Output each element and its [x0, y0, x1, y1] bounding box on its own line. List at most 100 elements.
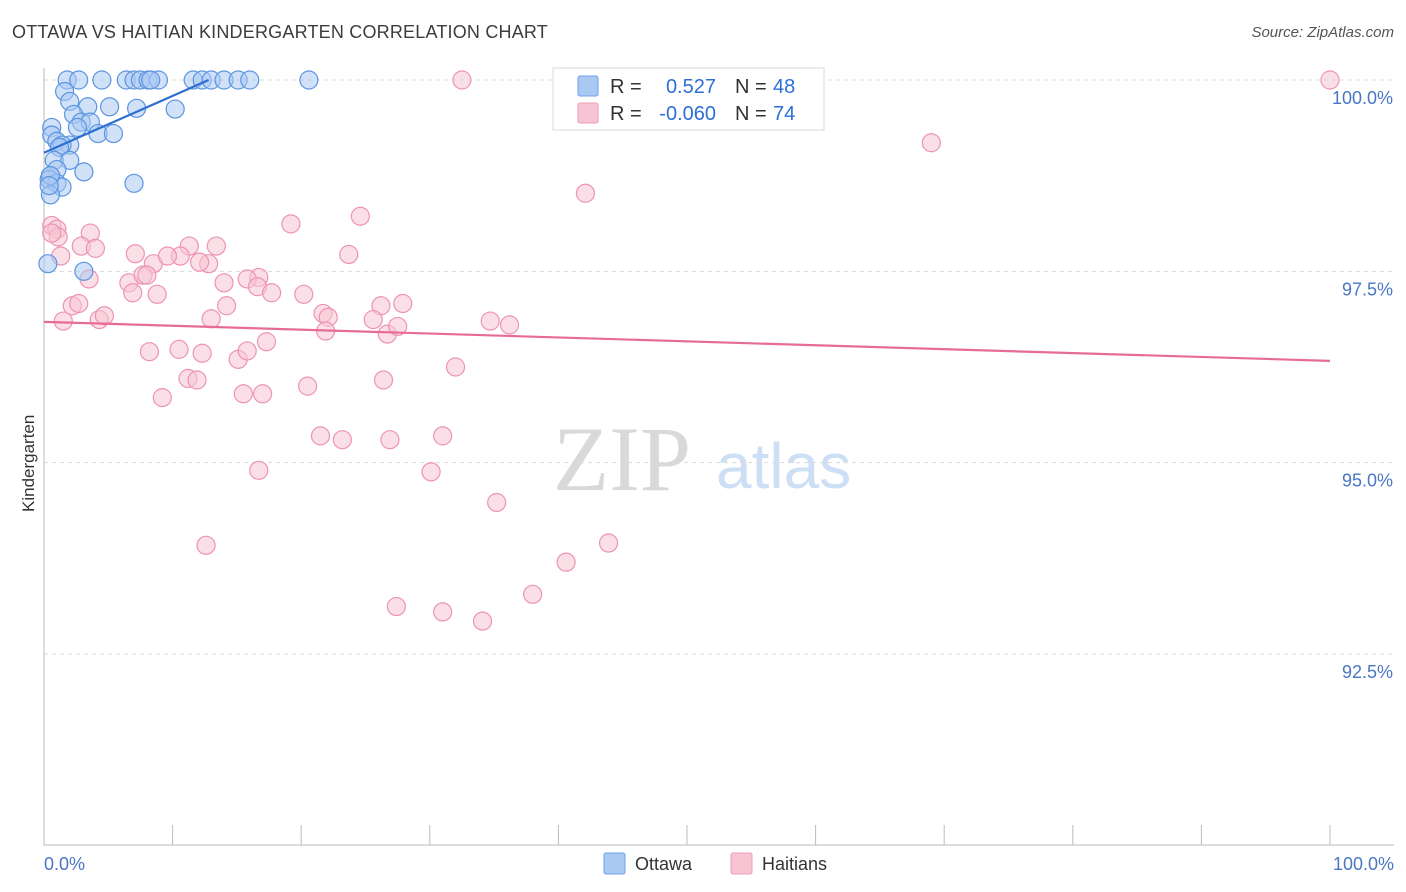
haitians-point: [433, 426, 453, 446]
haitians-point: [233, 384, 253, 404]
haitians-point: [339, 244, 359, 265]
haitians-point: [452, 70, 472, 90]
haitians-point: [123, 283, 143, 303]
haitians-point: [921, 133, 941, 153]
haitians-point: [187, 370, 207, 390]
y-tick-label: 100.0%: [1332, 88, 1393, 108]
haitians-point: [332, 430, 352, 450]
haitians-point: [350, 206, 370, 226]
ottawa-point: [39, 176, 59, 196]
haitians-point: [249, 460, 269, 480]
haitians-point: [1320, 70, 1340, 90]
haitians-point: [575, 183, 596, 203]
haitians-point: [256, 332, 277, 352]
haitians-points: [42, 70, 1340, 631]
haitians-point: [421, 462, 441, 482]
haitians-point: [237, 341, 257, 361]
haitians-point: [380, 430, 400, 450]
ottawa-point: [92, 70, 112, 90]
haitians-point: [310, 426, 331, 446]
ottawa-points: [38, 70, 319, 281]
haitians-point: [523, 584, 543, 604]
ottawa-point: [124, 173, 144, 193]
haitians-point: [386, 596, 406, 617]
haitians-n-label: N =: [735, 103, 767, 125]
ottawa-point: [299, 70, 319, 90]
ottawa-swatch: [577, 75, 599, 97]
haitians-swatch: [577, 102, 599, 124]
haitians-n-value: 74: [773, 103, 795, 125]
haitians-point: [53, 311, 73, 331]
haitians-point: [472, 611, 493, 631]
haitians-point: [42, 223, 62, 243]
x-tick-label-min: 0.0%: [44, 854, 85, 874]
haitians-point: [556, 552, 576, 572]
haitians-point: [206, 236, 226, 256]
y-tick-label: 92.5%: [1342, 662, 1393, 682]
haitians-point: [157, 246, 178, 266]
haitians-point: [393, 293, 413, 314]
haitians-point: [94, 306, 115, 326]
ottawa-point: [74, 162, 94, 182]
haitians-point: [281, 214, 301, 234]
series-legend: Ottawa Haitians: [603, 852, 827, 875]
haitians-point: [190, 252, 210, 272]
ottawa-point: [74, 261, 94, 281]
haitians-point: [445, 357, 466, 377]
ottawa-n-value: 48: [773, 76, 795, 98]
haitians-point: [169, 339, 189, 359]
ottawa-point: [99, 97, 120, 117]
watermark-zip: ZIP: [553, 408, 691, 510]
ottawa-n-label: N =: [735, 76, 767, 98]
haitians-point: [69, 293, 89, 314]
haitians-point: [147, 284, 167, 304]
haitians-r-value: -0.060: [659, 103, 716, 125]
haitians-legend-swatch: [730, 852, 753, 875]
x-tick-label-max: 100.0%: [1333, 854, 1394, 874]
ottawa-point: [67, 117, 88, 138]
haitians-r-label: R =: [610, 103, 642, 125]
haitians-point: [152, 388, 172, 408]
gridlines: [44, 79, 1394, 655]
watermark-atlas: atlas: [716, 430, 851, 502]
haitians-point: [487, 492, 507, 513]
trend-lines: [43, 78, 1331, 362]
haitians-point: [214, 273, 234, 293]
ottawa-r-value: 0.527: [666, 76, 716, 98]
haitians-point: [262, 283, 282, 303]
haitians-point: [139, 342, 160, 362]
haitians-point: [201, 309, 221, 329]
ottawa-legend-swatch: [603, 852, 626, 875]
haitians-point: [253, 384, 273, 404]
ottawa-legend-label: Ottawa: [635, 854, 693, 874]
y-tick-labels: 100.0% 97.5% 95.0% 92.5%: [1332, 88, 1393, 682]
ottawa-point: [103, 123, 124, 144]
ottawa-point: [240, 70, 260, 90]
haitians-point: [125, 244, 145, 264]
ottawa-point: [38, 254, 58, 274]
haitians-point: [192, 343, 212, 363]
haitians-legend-label: Haitians: [762, 854, 827, 874]
haitians-point: [373, 370, 394, 390]
haitians-point: [294, 284, 314, 304]
haitians-point: [480, 311, 500, 331]
ottawa-r-label: R =: [610, 76, 642, 98]
haitians-point: [598, 533, 619, 553]
haitians-point: [388, 316, 408, 337]
source-note: Source: ZipAtlas.com: [1251, 24, 1394, 41]
haitians-point: [433, 602, 453, 622]
ottawa-point: [141, 70, 161, 90]
haitians-point: [196, 535, 216, 555]
y-tick-label: 95.0%: [1342, 471, 1393, 491]
haitians-point: [137, 265, 157, 285]
haitians-point: [85, 238, 106, 258]
haitians-point: [499, 315, 520, 335]
y-axis-label: Kindergarten: [19, 415, 38, 512]
chart-title: OTTAWA VS HAITIAN KINDERGARTEN CORRELATI…: [12, 22, 548, 42]
stats-legend: R = 0.527 N = 48 R = -0.060 N = 74: [552, 67, 825, 131]
ottawa-point: [165, 99, 185, 119]
y-tick-label: 97.5%: [1342, 279, 1393, 299]
ottawa-point: [69, 70, 89, 90]
haitians-point: [298, 376, 318, 396]
